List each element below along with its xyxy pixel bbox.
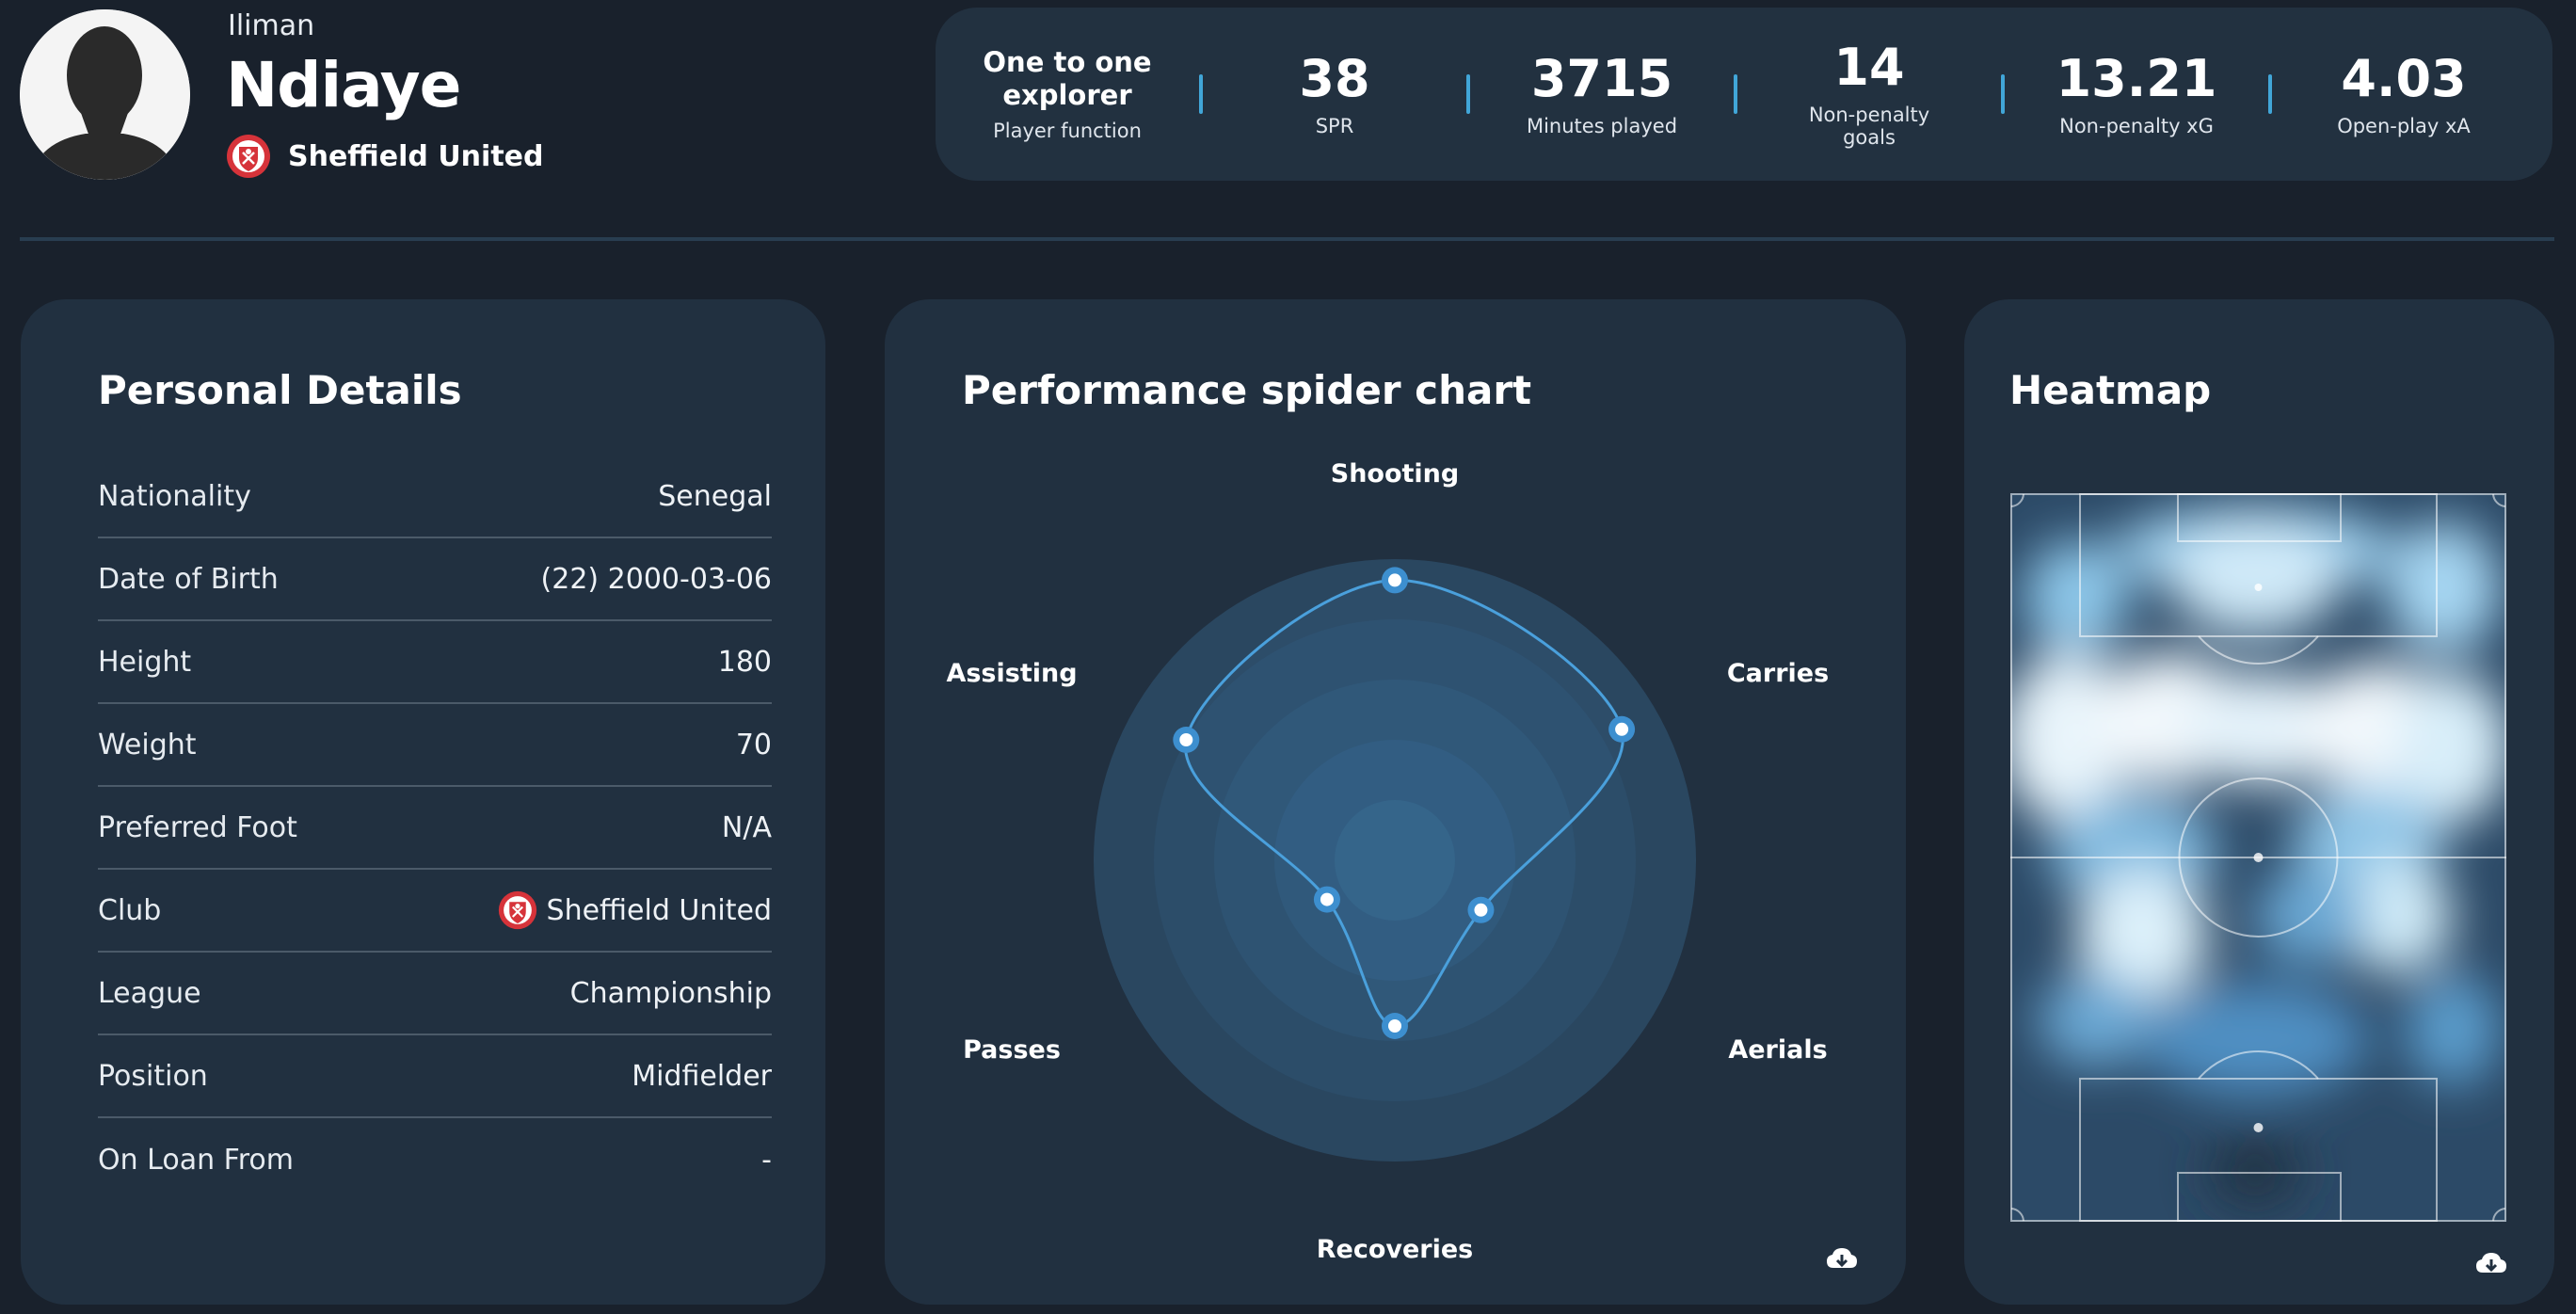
stat-divider (1199, 74, 1203, 114)
detail-value: Championship (569, 976, 772, 1010)
player-club: Sheffield United (226, 134, 543, 179)
detail-label: Height (98, 645, 192, 679)
detail-label: Weight (98, 728, 197, 761)
detail-label: League (98, 976, 201, 1010)
stat-value: 4.03 (2341, 49, 2467, 109)
stat-label: Open-play xA (2337, 114, 2471, 137)
detail-label: Preferred Foot (98, 810, 297, 844)
detail-row-height: Height 180 (98, 621, 772, 704)
header-divider (20, 237, 2554, 241)
player-last-name: Ndiaye (226, 49, 461, 121)
spider-chart-card: Performance spider chart Shooting Carries… (885, 299, 1906, 1305)
radar-axis-label-aerials: Aerials (1728, 1035, 1827, 1065)
radar-point-shooting[interactable] (1382, 567, 1408, 594)
stat-label: SPR (1315, 114, 1354, 137)
stat-divider (2001, 74, 2005, 114)
detail-row-league: League Championship (98, 953, 772, 1035)
detail-value: Midfielder (632, 1059, 772, 1093)
detail-label: Date of Birth (98, 562, 279, 596)
stat-value: 13.21 (2056, 49, 2217, 109)
radar-point-carries[interactable] (1608, 715, 1636, 743)
player-first-name: Iliman (228, 9, 315, 42)
personal-details-card: Personal Details Nationality Senegal Dat… (21, 299, 825, 1305)
detail-value-club: Sheffield United (498, 890, 772, 930)
heatmap-pitch (2010, 493, 2506, 1222)
detail-label: Nationality (98, 479, 251, 513)
detail-row-date-of-birth: Date of Birth (22) 2000-03-06 (98, 538, 772, 621)
stat-label: Player function (993, 119, 1142, 142)
radar-point-assisting[interactable] (1173, 727, 1200, 753)
personal-details-list: Nationality Senegal Date of Birth (22) 2… (98, 456, 772, 1201)
stat-open-play-xa: 4.03 Open-play xA (2272, 51, 2536, 137)
detail-label: Position (98, 1059, 208, 1093)
detail-label: Club (98, 893, 162, 927)
personal-details-title: Personal Details (98, 367, 462, 413)
sheffield-united-crest-icon (498, 890, 536, 930)
stat-player-function: One to one explorer Player function (936, 46, 1199, 142)
detail-value: Sheffield United (546, 893, 772, 927)
stats-bar: One to one explorer Player function 38 S… (936, 8, 2552, 181)
stat-divider (1466, 74, 1470, 114)
heatmap-graphic (2010, 493, 2506, 1222)
spider-chart-title: Performance spider chart (962, 367, 1532, 413)
stat-value: One to one explorer (983, 46, 1152, 111)
stat-label: Non-penalty xG (2059, 114, 2214, 137)
club-name: Sheffield United (288, 139, 544, 173)
radar-point-passes[interactable] (1313, 886, 1340, 913)
heatmap-title: Heatmap (2009, 367, 2212, 413)
stat-label: Non-penalty goals (1808, 103, 1930, 149)
player-avatar (20, 9, 190, 180)
stat-divider (1734, 74, 1737, 114)
detail-row-on-loan-from: On Loan From - (98, 1118, 772, 1201)
radar-point-aerials[interactable] (1467, 896, 1495, 923)
stat-value: 14 (1833, 38, 1905, 98)
detail-value: Senegal (658, 479, 772, 513)
stat-value: 3715 (1530, 49, 1673, 109)
radar-axis-label-assisting: Assisting (946, 659, 1077, 688)
radar-axis-label-carries: Carries (1727, 659, 1829, 688)
sheffield-united-crest-icon (227, 135, 270, 178)
stat-non-penalty-goals: 14 Non-penalty goals (1737, 40, 2001, 149)
detail-row-club: Club Sheffield United (98, 870, 772, 953)
stat-value: 38 (1299, 49, 1370, 109)
stat-divider (2268, 74, 2272, 114)
radar-ring (1335, 800, 1455, 921)
detail-label: On Loan From (98, 1143, 294, 1177)
radar-axis-label-recoveries: Recoveries (1317, 1235, 1474, 1264)
detail-value: (22) 2000-03-06 (540, 562, 772, 596)
heatmap-card: Heatmap (1964, 299, 2554, 1305)
cloud-download-icon[interactable] (1826, 1245, 1858, 1274)
stat-spr: 38 SPR (1203, 51, 1466, 137)
stat-minutes-played: 3715 Minutes played (1470, 51, 1734, 137)
detail-value: - (761, 1143, 772, 1177)
detail-value: N/A (721, 810, 772, 844)
detail-row-preferred-foot: Preferred Foot N/A (98, 787, 772, 870)
radar-axis-label-shooting: Shooting (1331, 459, 1459, 489)
detail-value: 70 (735, 728, 772, 761)
radar-rings (1094, 559, 1696, 1162)
radar-axis-label-passes: Passes (963, 1035, 1061, 1065)
detail-row-nationality: Nationality Senegal (98, 456, 772, 538)
radar-axis-labels: Shooting Carries Aerials Recoveries Passes As… (946, 459, 1829, 1264)
spider-chart: Shooting Carries Aerials Recoveries Passes As… (946, 459, 1829, 1264)
stat-label: Minutes played (1526, 114, 1678, 137)
silhouette-icon (20, 9, 190, 180)
radar-points (1173, 567, 1636, 1039)
stat-non-penalty-xg: 13.21 Non-penalty xG (2005, 51, 2268, 137)
detail-row-position: Position Midfielder (98, 1035, 772, 1118)
detail-row-weight: Weight 70 (98, 704, 772, 787)
cloud-download-icon[interactable] (2475, 1250, 2507, 1278)
radar-point-recoveries[interactable] (1382, 1013, 1408, 1039)
detail-value: 180 (717, 645, 772, 679)
